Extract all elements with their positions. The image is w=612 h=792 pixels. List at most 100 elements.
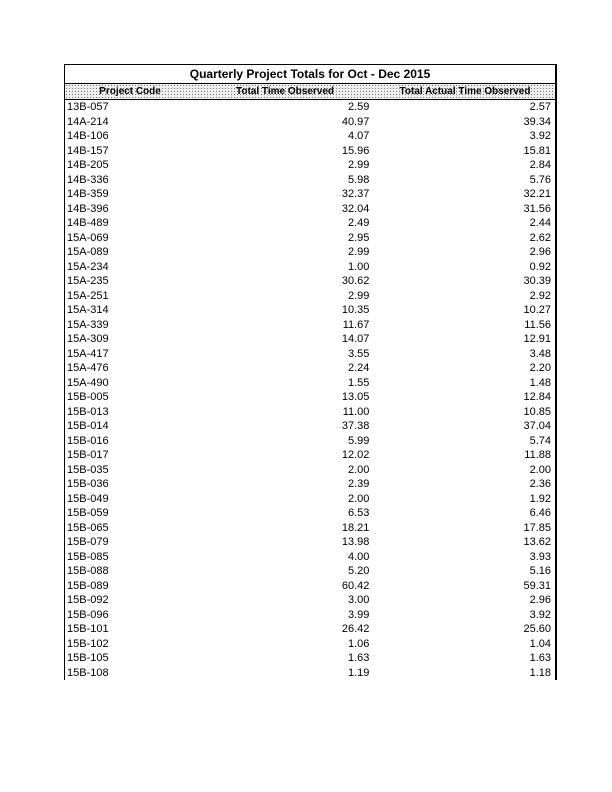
- cell-actual-time: 2.96: [375, 245, 555, 260]
- table-row: 15A-33911.6711.56: [65, 318, 555, 333]
- cell-actual-time: 12.91: [375, 332, 555, 347]
- table-row: 15B-0492.001.92: [65, 492, 555, 507]
- table-row: 15B-07913.9813.62: [65, 535, 555, 550]
- table-row: 15B-01437.3837.04: [65, 419, 555, 434]
- cell-project-code: 14B-359: [65, 187, 194, 202]
- table-row: 15B-0963.993.92: [65, 608, 555, 623]
- table-row: 14A-21440.9739.34: [65, 115, 555, 130]
- cell-total-time: 10.35: [194, 303, 376, 318]
- cell-actual-time: 1.63: [375, 651, 555, 666]
- cell-total-time: 4.00: [194, 550, 376, 565]
- cell-actual-time: 0.92: [375, 260, 555, 275]
- cell-project-code: 15A-417: [65, 347, 194, 362]
- cell-total-time: 18.21: [194, 521, 376, 536]
- table-row: 14B-39632.0431.56: [65, 202, 555, 217]
- table-row: 15B-1051.631.63: [65, 651, 555, 666]
- cell-project-code: 15B-036: [65, 477, 194, 492]
- cell-project-code: 14B-396: [65, 202, 194, 217]
- cell-total-time: 13.05: [194, 390, 376, 405]
- cell-total-time: 37.38: [194, 419, 376, 434]
- cell-project-code: 15B-088: [65, 564, 194, 579]
- table-title: Quarterly Project Totals for Oct - Dec 2…: [65, 65, 555, 84]
- cell-project-code: 14A-214: [65, 115, 194, 130]
- cell-total-time: 1.55: [194, 376, 376, 391]
- cell-total-time: 2.99: [194, 289, 376, 304]
- table-row: 15A-2341.000.92: [65, 260, 555, 275]
- cell-project-code: 15B-035: [65, 463, 194, 478]
- cell-total-time: 13.98: [194, 535, 376, 550]
- table-row: 15B-0596.536.46: [65, 506, 555, 521]
- cell-actual-time: 2.20: [375, 361, 555, 376]
- cell-total-time: 15.96: [194, 144, 376, 159]
- cell-actual-time: 13.62: [375, 535, 555, 550]
- cell-actual-time: 1.18: [375, 666, 555, 681]
- table-body: 13B-0572.592.5714A-21440.9739.3414B-1064…: [65, 100, 555, 680]
- cell-actual-time: 5.76: [375, 173, 555, 188]
- project-totals-table: Quarterly Project Totals for Oct - Dec 2…: [64, 64, 557, 680]
- cell-actual-time: 3.92: [375, 608, 555, 623]
- table-row: 15A-4762.242.20: [65, 361, 555, 376]
- cell-actual-time: 39.34: [375, 115, 555, 130]
- table-row: 15A-0692.952.62: [65, 231, 555, 246]
- table-row: 15B-1081.191.18: [65, 666, 555, 681]
- cell-actual-time: 6.46: [375, 506, 555, 521]
- cell-total-time: 26.42: [194, 622, 376, 637]
- cell-project-code: 15B-085: [65, 550, 194, 565]
- cell-total-time: 6.53: [194, 506, 376, 521]
- cell-actual-time: 15.81: [375, 144, 555, 159]
- table-row: 15B-0362.392.36: [65, 477, 555, 492]
- cell-project-code: 15B-059: [65, 506, 194, 521]
- cell-project-code: 14B-336: [65, 173, 194, 188]
- table-row: 15A-30914.0712.91: [65, 332, 555, 347]
- cell-project-code: 15B-065: [65, 521, 194, 536]
- cell-project-code: 13B-057: [65, 100, 194, 115]
- table-row: 15A-31410.3510.27: [65, 303, 555, 318]
- table-header-row: Project Code Total Time Observed Total A…: [65, 84, 555, 100]
- cell-total-time: 12.02: [194, 448, 376, 463]
- table-row: 14B-1064.073.92: [65, 129, 555, 144]
- table-row: 15B-01712.0211.88: [65, 448, 555, 463]
- cell-total-time: 2.00: [194, 492, 376, 507]
- table-row: 15B-0923.002.96: [65, 593, 555, 608]
- cell-total-time: 4.07: [194, 129, 376, 144]
- cell-actual-time: 17.85: [375, 521, 555, 536]
- cell-actual-time: 30.39: [375, 274, 555, 289]
- cell-project-code: 15B-014: [65, 419, 194, 434]
- cell-project-code: 15A-069: [65, 231, 194, 246]
- cell-actual-time: 59.31: [375, 579, 555, 594]
- cell-total-time: 32.37: [194, 187, 376, 202]
- cell-total-time: 5.99: [194, 434, 376, 449]
- cell-project-code: 15B-096: [65, 608, 194, 623]
- cell-project-code: 15A-235: [65, 274, 194, 289]
- table-row: 15B-08960.4259.31: [65, 579, 555, 594]
- cell-project-code: 15B-108: [65, 666, 194, 681]
- cell-total-time: 5.20: [194, 564, 376, 579]
- table-row: 14B-35932.3732.21: [65, 187, 555, 202]
- cell-total-time: 2.95: [194, 231, 376, 246]
- table-row: 15B-0165.995.74: [65, 434, 555, 449]
- cell-total-time: 2.99: [194, 245, 376, 260]
- cell-actual-time: 3.93: [375, 550, 555, 565]
- cell-project-code: 15B-105: [65, 651, 194, 666]
- cell-project-code: 15B-101: [65, 622, 194, 637]
- cell-project-code: 15B-092: [65, 593, 194, 608]
- cell-actual-time: 12.84: [375, 390, 555, 405]
- cell-total-time: 1.06: [194, 637, 376, 652]
- cell-total-time: 11.67: [194, 318, 376, 333]
- col-header-actual-time: Total Actual Time Observed: [375, 84, 555, 99]
- cell-project-code: 15B-079: [65, 535, 194, 550]
- cell-actual-time: 2.00: [375, 463, 555, 478]
- cell-total-time: 11.00: [194, 405, 376, 420]
- cell-actual-time: 1.92: [375, 492, 555, 507]
- cell-total-time: 2.39: [194, 477, 376, 492]
- cell-project-code: 15B-102: [65, 637, 194, 652]
- cell-project-code: 15A-314: [65, 303, 194, 318]
- cell-project-code: 15B-005: [65, 390, 194, 405]
- table-row: 15A-0892.992.96: [65, 245, 555, 260]
- cell-total-time: 2.24: [194, 361, 376, 376]
- table-row: 15B-01311.0010.85: [65, 405, 555, 420]
- table-row: 15B-10126.4225.60: [65, 622, 555, 637]
- cell-total-time: 60.42: [194, 579, 376, 594]
- cell-actual-time: 1.04: [375, 637, 555, 652]
- cell-project-code: 15A-476: [65, 361, 194, 376]
